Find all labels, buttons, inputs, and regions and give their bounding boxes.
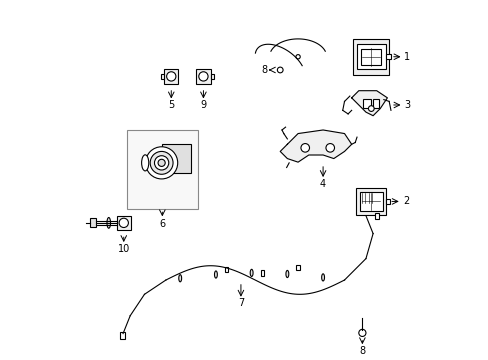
Bar xyxy=(296,265,299,270)
Ellipse shape xyxy=(285,270,288,278)
Bar xyxy=(372,99,378,108)
Circle shape xyxy=(150,152,173,174)
Circle shape xyxy=(119,218,128,228)
Bar xyxy=(126,130,198,208)
Circle shape xyxy=(166,72,176,81)
Bar xyxy=(224,267,228,272)
Text: 2: 2 xyxy=(402,197,408,206)
Circle shape xyxy=(158,159,165,166)
Bar xyxy=(162,144,190,173)
Bar xyxy=(164,69,178,84)
Bar xyxy=(374,212,378,219)
Bar xyxy=(260,270,264,275)
Ellipse shape xyxy=(179,275,181,282)
Ellipse shape xyxy=(142,155,148,171)
Circle shape xyxy=(367,106,373,111)
Circle shape xyxy=(325,144,334,152)
Text: 10: 10 xyxy=(118,244,130,253)
Ellipse shape xyxy=(214,271,217,278)
Circle shape xyxy=(145,147,177,179)
Bar xyxy=(362,99,370,108)
Polygon shape xyxy=(351,91,386,116)
Bar xyxy=(355,188,386,215)
Ellipse shape xyxy=(107,217,110,228)
Text: 5: 5 xyxy=(168,100,174,110)
Bar xyxy=(160,73,164,79)
Text: 8: 8 xyxy=(261,65,267,75)
Text: 6: 6 xyxy=(159,219,165,229)
Text: 8: 8 xyxy=(359,346,365,356)
Text: 4: 4 xyxy=(319,179,325,189)
Ellipse shape xyxy=(321,274,324,281)
Bar xyxy=(116,216,131,230)
Circle shape xyxy=(300,144,309,152)
Circle shape xyxy=(277,67,283,73)
Bar xyxy=(356,44,385,69)
Bar xyxy=(120,332,125,339)
Text: 3: 3 xyxy=(403,100,409,110)
Bar xyxy=(359,192,382,211)
Bar xyxy=(385,199,389,204)
Bar xyxy=(90,219,96,227)
Bar xyxy=(385,54,390,59)
Text: 9: 9 xyxy=(200,100,206,110)
Ellipse shape xyxy=(250,269,253,276)
Circle shape xyxy=(358,329,365,337)
Circle shape xyxy=(154,156,168,170)
Polygon shape xyxy=(280,130,351,162)
Bar xyxy=(353,39,388,75)
Circle shape xyxy=(295,55,300,59)
Bar xyxy=(210,73,214,79)
Bar xyxy=(361,49,380,65)
Bar xyxy=(196,69,210,84)
Circle shape xyxy=(198,72,207,81)
Text: 7: 7 xyxy=(237,298,244,308)
Text: 1: 1 xyxy=(403,52,409,62)
